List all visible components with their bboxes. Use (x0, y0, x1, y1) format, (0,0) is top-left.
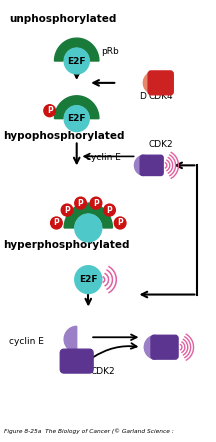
Circle shape (64, 48, 89, 74)
Text: cyclin E: cyclin E (86, 153, 121, 162)
Circle shape (104, 204, 115, 216)
Text: P: P (64, 206, 70, 214)
Wedge shape (64, 326, 77, 352)
FancyBboxPatch shape (148, 71, 173, 95)
Text: E2F: E2F (67, 57, 86, 65)
Polygon shape (54, 96, 99, 118)
Text: E2F: E2F (67, 114, 86, 123)
Circle shape (114, 217, 126, 229)
Text: P: P (117, 218, 123, 228)
Wedge shape (134, 155, 144, 175)
Text: CDK2: CDK2 (148, 141, 173, 149)
Polygon shape (64, 203, 112, 228)
FancyBboxPatch shape (151, 335, 178, 359)
Circle shape (51, 217, 62, 229)
Text: P: P (93, 198, 99, 208)
Text: E2F: E2F (79, 275, 98, 284)
Text: P: P (107, 206, 112, 214)
Text: Figure 8-25a  The Biology of Cancer (© Garland Science :: Figure 8-25a The Biology of Cancer (© Ga… (4, 428, 174, 434)
Circle shape (75, 214, 102, 242)
Polygon shape (54, 38, 99, 61)
Text: pRb: pRb (101, 46, 119, 56)
Text: D: D (139, 92, 146, 101)
Circle shape (64, 106, 89, 132)
Circle shape (90, 197, 102, 209)
Text: hyperphosphorylated: hyperphosphorylated (3, 240, 130, 250)
Wedge shape (143, 72, 154, 94)
Wedge shape (144, 335, 156, 359)
Text: CDK4: CDK4 (148, 92, 173, 101)
Text: hypophosphorylated: hypophosphorylated (3, 130, 125, 141)
Circle shape (61, 204, 73, 216)
Circle shape (75, 197, 86, 209)
Text: cyclin E: cyclin E (9, 337, 44, 346)
Text: unphosphorylated: unphosphorylated (9, 14, 116, 24)
Text: P: P (47, 106, 52, 115)
Circle shape (75, 266, 102, 293)
Text: P: P (78, 198, 83, 208)
Text: P: P (54, 218, 59, 228)
Text: CDK2: CDK2 (90, 366, 115, 376)
FancyBboxPatch shape (140, 155, 163, 175)
FancyBboxPatch shape (60, 349, 93, 373)
Circle shape (44, 105, 56, 117)
